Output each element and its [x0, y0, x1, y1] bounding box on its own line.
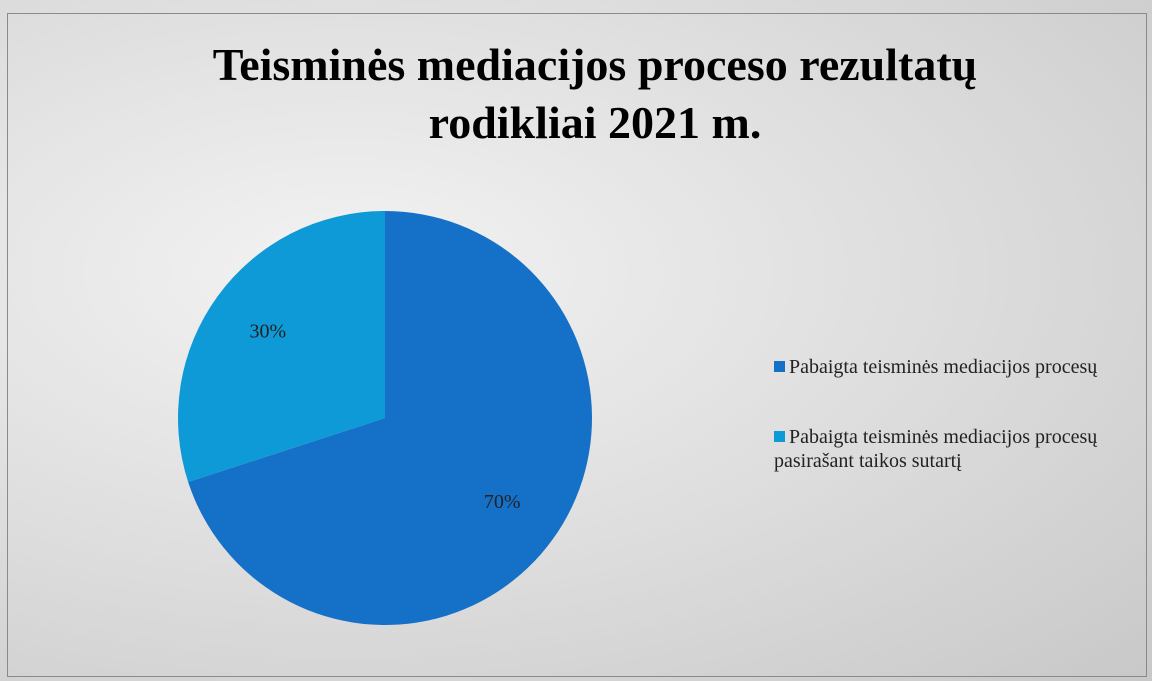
chart: 70% 30%	[0, 0, 1152, 681]
legend-label: Pabaigta teisminės mediacijos procesų	[789, 356, 1097, 378]
legend-swatch	[774, 361, 785, 372]
legend-item: Pabaigta teisminės mediacijos procesų	[774, 355, 1144, 379]
legend-item: Pabaigta teisminės mediacijos procesų pa…	[774, 425, 1144, 473]
page: Teisminės mediacijos proceso rezultatų r…	[0, 0, 1152, 681]
legend-swatch	[774, 431, 785, 442]
legend-label: Pabaigta teisminės mediacijos procesų pa…	[774, 426, 1097, 472]
data-label: 30%	[249, 320, 286, 342]
data-label: 70%	[484, 491, 521, 513]
